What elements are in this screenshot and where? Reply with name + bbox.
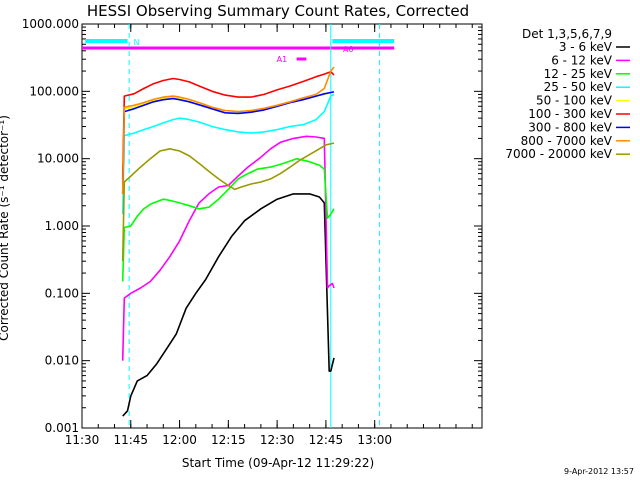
series-line-100-300-kev (121, 71, 335, 179)
legend-label: 7000 - 20000 keV (505, 147, 612, 161)
x-tick-label: 12:45 (309, 433, 344, 447)
n-bar-label: N (134, 38, 140, 47)
a1-label: A1 (277, 55, 288, 64)
axes: 1000.000 100.000 10.000 1.000 0.100 0.010 0.00… (22, 17, 483, 447)
x-tick-label: 12:00 (162, 433, 197, 447)
series-line-25-50-kev (121, 93, 335, 215)
series-line-7000-20000-kev (121, 142, 335, 262)
y-tick-label: 10.000 (37, 152, 79, 166)
series-line-6-12-kev (121, 135, 335, 361)
series-lines (121, 66, 335, 417)
legend-label: 25 - 50 keV (544, 80, 613, 94)
a0-label: A0 (343, 45, 354, 54)
y-tick-label: 1.000 (45, 219, 79, 233)
y-tick-label: 0.010 (45, 354, 79, 368)
chart-title: HESSI Observing Summary Count Rates, Cor… (87, 2, 469, 20)
series-line-12-25-kev (121, 157, 335, 282)
legend-label: 12 - 25 keV (544, 67, 613, 81)
y-tick-label: 100.000 (29, 84, 79, 98)
series-line-50-100-kev (121, 90, 335, 186)
legend-label: 100 - 300 keV (528, 107, 612, 121)
y-axis-label: Corrected Count Rate (s⁻¹ detector⁻¹) (0, 115, 11, 341)
legend-label: 800 - 7000 keV (521, 134, 613, 148)
x-tick-label: 12:15 (211, 433, 246, 447)
annotations: N A0 A1 (82, 24, 395, 428)
legend-label: 3 - 6 keV (559, 40, 613, 54)
legend-title: Det 1,3,5,6,7,9 (522, 27, 612, 41)
x-tick-label: 13:00 (357, 433, 392, 447)
y-tick-label: 0.001 (45, 421, 79, 435)
x-tick-label: 12:30 (260, 433, 295, 447)
footer-date: 9-Apr-2012 13:57 (564, 467, 634, 476)
legend-label: 300 - 800 keV (528, 120, 612, 134)
y-tick-label: 1000.000 (22, 17, 79, 31)
plot-frame (81, 23, 483, 429)
series-line-300-800-kev (121, 91, 335, 194)
series-line-3-6-kev (122, 193, 335, 417)
x-tick-label: 11:30 (65, 433, 100, 447)
legend-label: 6 - 12 keV (551, 53, 613, 67)
series-line-800-7000-kev (121, 66, 335, 194)
y-tick-label: 0.100 (45, 286, 79, 300)
x-tick-label: 11:45 (113, 433, 148, 447)
legend-label: 50 - 100 keV (536, 94, 613, 108)
x-axis-label: Start Time (09-Apr-12 11:29:22) (182, 456, 374, 470)
